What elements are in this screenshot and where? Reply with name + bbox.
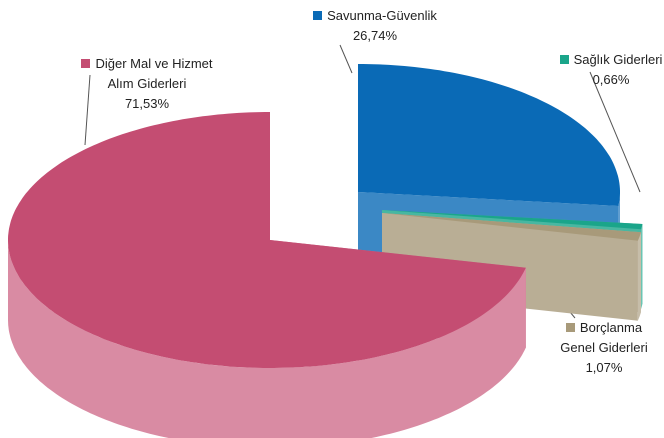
leader-line bbox=[339, 44, 353, 74]
category-name: Savunma-Güvenlik bbox=[327, 8, 437, 23]
slice-side bbox=[8, 240, 526, 438]
category-name: Sağlık Giderleri bbox=[573, 52, 663, 67]
slice bbox=[358, 64, 620, 206]
legend-swatch bbox=[565, 323, 575, 332]
legend-swatch bbox=[559, 55, 569, 64]
slice-side bbox=[641, 224, 643, 310]
value-label: 0,66% bbox=[592, 72, 630, 87]
leader-line bbox=[589, 71, 641, 193]
slice-label: Diğer Mal ve Hizmet Alım Giderleri 71,53% bbox=[72, 54, 222, 114]
slice-label: Sağlık Giderleri 0,66% bbox=[555, 50, 664, 90]
category-name: Borçlanma Genel Giderleri bbox=[560, 320, 648, 355]
value-label: 1,07% bbox=[585, 360, 623, 375]
legend-swatch bbox=[81, 59, 91, 68]
leader-line bbox=[84, 74, 91, 146]
slice bbox=[8, 112, 526, 368]
value-label: 26,74% bbox=[352, 28, 398, 43]
value-label: 71,53% bbox=[124, 96, 170, 111]
slice-side bbox=[637, 232, 641, 321]
legend-swatch bbox=[313, 11, 323, 20]
slice bbox=[382, 213, 641, 241]
slice-label: Savunma-Güvenlik 26,74% bbox=[295, 6, 455, 46]
category-name: Diğer Mal ve Hizmet Alım Giderleri bbox=[95, 56, 213, 91]
slice-label: Borçlanma Genel Giderleri 1,07% bbox=[553, 318, 655, 378]
slice bbox=[382, 210, 643, 230]
